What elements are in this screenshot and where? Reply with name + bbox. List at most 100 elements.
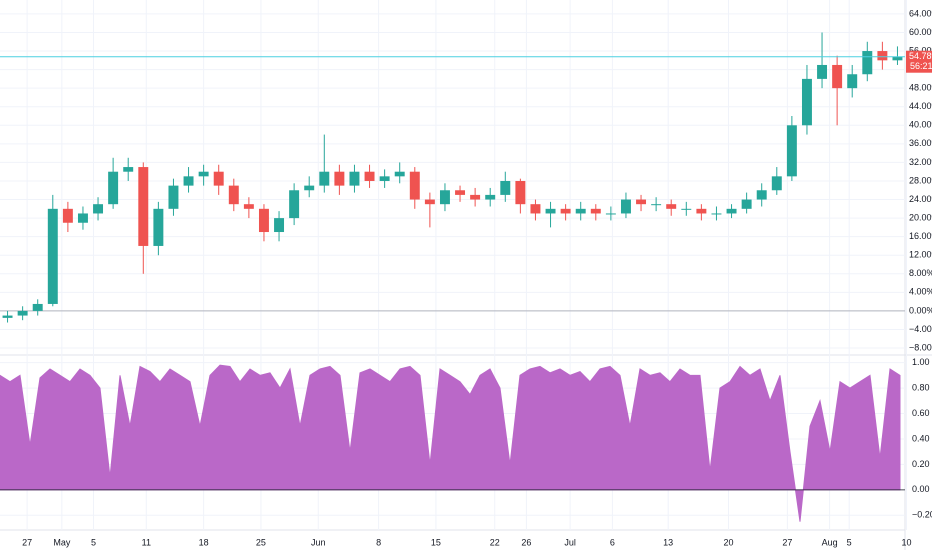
x-tick-label: 27 — [22, 537, 32, 547]
candle-body — [515, 180, 526, 205]
candle-body — [153, 208, 164, 246]
area — [0, 364, 901, 522]
candle-body — [349, 171, 360, 186]
candle-body — [756, 190, 767, 200]
candle-body — [696, 208, 707, 214]
candle-body — [711, 213, 722, 215]
candle-body — [877, 51, 888, 61]
candle-body — [771, 176, 782, 191]
y-tick-label: 56.00% — [909, 45, 932, 55]
candle-body — [334, 171, 345, 186]
y-tick-label: 0.40 — [912, 433, 930, 443]
candle-body — [575, 208, 586, 214]
y-tick-label: 48.00% — [909, 83, 932, 93]
y-tick-label: 12.00% — [909, 250, 932, 260]
y-tick-label: 8.00% — [909, 268, 932, 278]
candle-body — [455, 190, 466, 195]
candle-body — [243, 204, 254, 209]
candle-body — [138, 167, 149, 246]
candle-body — [651, 204, 662, 206]
candle-body — [168, 185, 179, 209]
y-tick-label: 16.00% — [909, 231, 932, 241]
candle-body — [228, 185, 239, 205]
candle-body — [364, 171, 375, 181]
x-tick-label: 15 — [431, 537, 441, 547]
candle-body — [213, 171, 224, 186]
candle-body — [32, 303, 43, 311]
x-tick-label: 5 — [91, 537, 96, 547]
candle-body — [123, 167, 134, 172]
candle-body — [636, 199, 647, 205]
x-tick-label: 25 — [256, 537, 266, 547]
candle-body — [183, 176, 194, 186]
candle-body — [274, 218, 285, 233]
y-tick-label: 28.00% — [909, 175, 932, 185]
candle-body — [817, 64, 828, 79]
candle-body — [862, 51, 873, 75]
candle-body — [289, 190, 300, 219]
countdown: 56:21 — [910, 61, 932, 71]
candle-body — [530, 204, 541, 214]
y-tick-label: −8.00% — [909, 342, 932, 352]
y-tick-label: 0.20 — [912, 459, 930, 469]
x-tick-label: 22 — [490, 537, 500, 547]
candle-body — [545, 208, 556, 214]
y-tick-label: 64.00% — [909, 8, 932, 18]
y-tick-label: 40.00% — [909, 120, 932, 130]
candle-body — [77, 213, 88, 223]
candle-body — [379, 176, 390, 181]
x-tick-label: 18 — [199, 537, 209, 547]
y-tick-label: −0.20 — [912, 510, 932, 520]
x-tick-label: 11 — [142, 537, 151, 547]
candle-body — [801, 78, 812, 126]
y-tick-label: 60.00% — [909, 27, 932, 37]
x-tick-label: 27 — [782, 537, 792, 547]
y-tick-label: 0.00% — [909, 305, 932, 315]
x-tick-label: Jun — [311, 537, 326, 547]
x-tick-label: 5 — [847, 537, 852, 547]
candle-body — [620, 199, 631, 214]
candle-body — [47, 208, 58, 304]
candle-body — [500, 180, 511, 195]
candle-body — [394, 171, 405, 177]
last-price-label: 54.78% — [909, 51, 932, 61]
last-price-box — [906, 50, 932, 73]
y-tick-label: 0.60 — [912, 408, 930, 418]
x-tick-label: May — [53, 537, 71, 547]
x-tick-label: 13 — [663, 537, 673, 547]
y-tick-label: 1.00 — [912, 357, 930, 367]
x-tick-label: 26 — [521, 537, 531, 547]
candle-body — [319, 171, 330, 186]
candle-body — [258, 208, 269, 233]
candle-body — [590, 208, 601, 214]
candle-body — [786, 125, 797, 177]
y-tick-label: 4.00% — [909, 287, 932, 297]
y-tick-label: 32.00% — [909, 157, 932, 167]
candle-body — [424, 199, 435, 205]
x-tick-label: Aug — [822, 537, 838, 547]
y-tick-label: 36.00% — [909, 138, 932, 148]
candle-body — [62, 208, 73, 223]
candle-body — [892, 56, 903, 61]
candle-body — [439, 190, 450, 205]
candle-body — [108, 171, 119, 205]
y-tick-label: 44.00% — [909, 101, 932, 111]
y-tick-label: 24.00% — [909, 194, 932, 204]
x-tick-label: Jul — [564, 537, 576, 547]
y-tick-label: 0.80 — [912, 382, 930, 392]
candle-body — [485, 194, 496, 200]
candle-body — [17, 310, 28, 316]
candle-body — [2, 315, 13, 318]
candle-body — [666, 204, 677, 209]
x-tick-label: 20 — [724, 537, 734, 547]
x-tick-label: 10 — [902, 537, 912, 547]
candle-body — [198, 171, 209, 177]
candle-body — [832, 64, 843, 89]
candle-body — [409, 171, 420, 200]
x-tick-label: 6 — [610, 537, 615, 547]
candle-body — [605, 213, 616, 215]
candle-body — [681, 208, 692, 210]
y-tick-label: 20.00% — [909, 212, 932, 222]
candle-body — [741, 199, 752, 209]
